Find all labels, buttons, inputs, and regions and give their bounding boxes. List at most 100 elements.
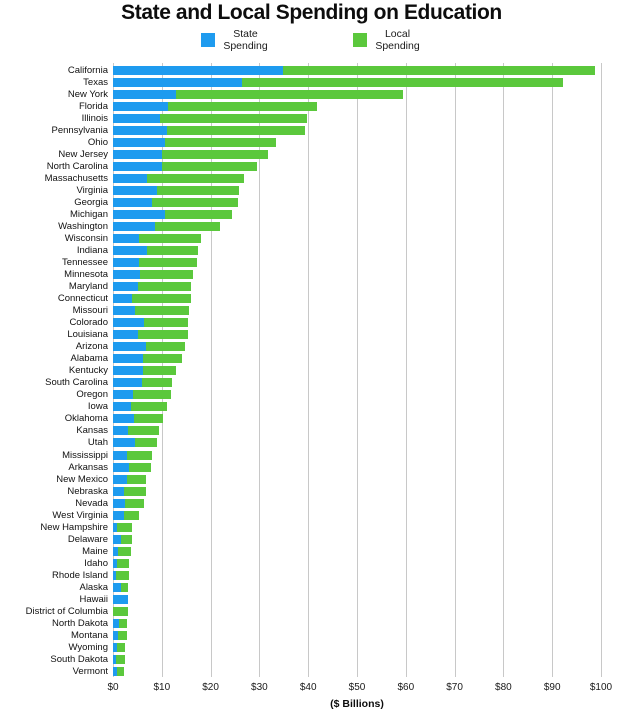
local-spending-bar: [123, 510, 139, 520]
bar-track: [113, 65, 600, 75]
state-spending-bar: [113, 149, 162, 159]
bar-row: Tennessee: [0, 257, 601, 269]
local-spending-bar: [161, 149, 268, 159]
bar-row: Colorado: [0, 317, 601, 329]
local-spending-bar: [124, 486, 147, 496]
bar-row: South Dakota: [0, 654, 601, 666]
state-spending-bar: [113, 546, 119, 556]
bar-row: Louisiana: [0, 329, 601, 341]
category-label: Oregon: [76, 389, 108, 401]
state-spending-bar: [113, 294, 133, 304]
x-tick-label: $10: [153, 682, 171, 693]
bar-track: [113, 125, 600, 135]
bar-row: South Carolina: [0, 377, 601, 389]
local-spending-bar: [116, 643, 126, 653]
state-spending-bar: [113, 582, 121, 592]
local-spending-bar: [147, 245, 198, 255]
bar-track: [113, 197, 600, 207]
local-spending-bar: [116, 655, 125, 665]
bar-track: [113, 667, 600, 677]
bar-track: [113, 330, 600, 340]
local-spending-bar: [143, 318, 189, 328]
bar-track: [113, 486, 600, 496]
bar-track: [113, 618, 600, 628]
bar-row: Ohio: [0, 136, 601, 148]
category-label: Connecticut: [57, 293, 108, 305]
category-label: Illinois: [81, 112, 108, 124]
local-spending-bar: [143, 354, 183, 364]
bar-row: New Hampshire: [0, 521, 601, 533]
bar-track: [113, 245, 600, 255]
bar-track: [113, 378, 600, 388]
gridline: [210, 63, 212, 677]
bar-track: [113, 606, 600, 616]
state-spending-bar: [113, 185, 158, 195]
bar-track: [113, 233, 600, 243]
bar-row: California: [0, 64, 601, 76]
local-spending-bar: [146, 342, 185, 352]
category-label: West Virginia: [52, 509, 108, 521]
legend-label-local-spending: Local Spending: [375, 28, 420, 52]
state-spending-bar: [113, 643, 117, 653]
state-spending-bar: [113, 558, 117, 568]
category-label: Indiana: [76, 244, 108, 256]
state-spending-bar: [113, 101, 169, 111]
bar-row: North Carolina: [0, 160, 601, 172]
bar-row: Rhode Island: [0, 569, 601, 581]
x-axis: $0 $10 $20 $30 $40 $50 $60 $70 $80 $90 $100: [107, 682, 612, 694]
category-label: Kentucky: [68, 365, 108, 377]
category-label: South Dakota: [50, 654, 108, 666]
bar-track: [113, 594, 600, 604]
category-label: Ohio: [87, 136, 108, 148]
state-spending-bar: [113, 426, 128, 436]
local-spending-bar: [127, 450, 153, 460]
bar-row: Delaware: [0, 533, 601, 545]
local-spending-bar: [113, 606, 128, 616]
bar-track: [113, 294, 600, 304]
category-label: Michigan: [69, 208, 108, 220]
category-label: Rhode Island: [52, 569, 108, 581]
category-label: Louisiana: [67, 329, 108, 341]
legend: State Spending Local Spending: [0, 28, 623, 52]
bar-track: [113, 510, 600, 520]
local-spending-bar: [157, 185, 239, 195]
local-spending-bar: [140, 270, 194, 280]
local-spending-bar: [147, 173, 244, 183]
bar-track: [113, 342, 600, 352]
bar-track: [113, 558, 600, 568]
category-label: Maryland: [68, 281, 108, 293]
bar-track: [113, 366, 600, 376]
bar-track: [113, 534, 600, 544]
bar-track: [113, 137, 600, 147]
category-label: Washington: [58, 220, 108, 232]
state-spending-bar: [113, 342, 147, 352]
bar-track: [113, 77, 600, 87]
local-spending-bar: [138, 258, 197, 268]
local-spending-bar: [127, 474, 147, 484]
state-spending-bar: [113, 402, 132, 412]
bar-track: [113, 101, 600, 111]
state-spending-bar: [113, 655, 117, 665]
bar-row: Alaska: [0, 581, 601, 593]
bar-row: West Virginia: [0, 509, 601, 521]
bar-row: Texas: [0, 76, 601, 88]
bar-row: Iowa: [0, 401, 601, 413]
bar-track: [113, 474, 600, 484]
x-tick-label: $80: [495, 682, 512, 693]
local-spending-bar: [131, 402, 168, 412]
state-spending-bar: [113, 594, 129, 604]
category-label: Tennessee: [62, 257, 108, 269]
state-spending-bar: [113, 161, 163, 171]
bar-track: [113, 258, 600, 268]
local-spending-bar: [127, 426, 160, 436]
local-spending-bar: [117, 667, 125, 677]
state-spending-bar: [113, 450, 128, 460]
bar-row: Massachusetts: [0, 172, 601, 184]
local-spending-bar: [132, 294, 191, 304]
local-spending-bar: [138, 233, 201, 243]
legend-item-local-spending: Local Spending: [352, 28, 423, 52]
bar-row: Florida: [0, 100, 601, 112]
state-spending-bar: [113, 245, 148, 255]
bar-row: Maryland: [0, 281, 601, 293]
category-label: Nebraska: [67, 485, 108, 497]
